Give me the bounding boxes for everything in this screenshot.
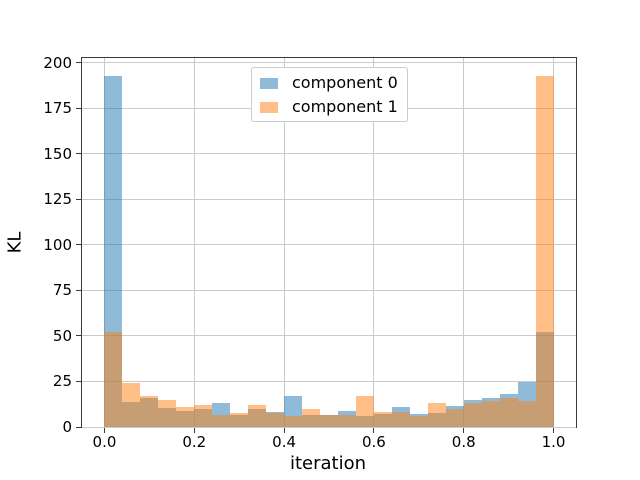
histogram-bar-component-1 xyxy=(158,399,177,427)
gridline-horizontal xyxy=(82,335,576,337)
histogram-bar-component-1 xyxy=(445,408,464,427)
y-tick-mark xyxy=(76,244,81,246)
y-tick-mark xyxy=(76,380,81,382)
gridline-horizontal xyxy=(82,153,576,155)
gridline-vertical xyxy=(553,58,555,427)
x-tick-label: 0.4 xyxy=(272,433,297,451)
gridline-vertical xyxy=(373,58,375,427)
histogram-bar-component-1 xyxy=(266,413,285,427)
y-tick-label: 200 xyxy=(43,53,72,72)
x-tick-mark xyxy=(463,428,465,433)
y-tick-mark xyxy=(76,289,81,291)
y-tick-label: 100 xyxy=(43,235,72,254)
y-tick-mark xyxy=(76,153,81,155)
gridline-vertical xyxy=(193,58,195,427)
histogram-bar-component-1 xyxy=(499,397,518,427)
histogram-bar-component-1 xyxy=(248,405,267,427)
histogram-bar-component-1 xyxy=(517,400,536,427)
legend: component 0 component 1 xyxy=(251,67,408,122)
y-tick-mark xyxy=(76,107,81,109)
histogram-bar-component-1 xyxy=(212,415,231,427)
histogram-bar-component-1 xyxy=(373,412,392,427)
legend-item-component-0: component 0 xyxy=(260,71,407,95)
histogram-bar-component-1 xyxy=(122,383,141,427)
gridline-horizontal xyxy=(82,289,576,291)
histogram-bar-component-1 xyxy=(355,396,374,427)
y-tick-label: 150 xyxy=(43,144,72,163)
y-tick-label: 50 xyxy=(52,326,72,345)
x-tick-label: 0.6 xyxy=(361,433,386,451)
histogram-bar-component-1 xyxy=(391,412,410,427)
x-tick-mark xyxy=(553,428,555,433)
histogram-bar-component-1 xyxy=(230,413,249,427)
x-tick-mark xyxy=(193,428,195,433)
x-tick-mark xyxy=(373,428,375,433)
y-tick-mark xyxy=(76,198,81,200)
histogram-bar-component-1 xyxy=(284,416,303,427)
y-tick-mark xyxy=(76,62,81,64)
y-axis-label: KL xyxy=(4,231,26,254)
x-tick-label: 0.8 xyxy=(451,433,476,451)
x-tick-label: 0.0 xyxy=(92,433,117,451)
histogram-bar-component-1 xyxy=(481,400,500,427)
histogram-bar-component-1 xyxy=(535,75,554,427)
x-tick-mark xyxy=(283,428,285,433)
y-tick-mark xyxy=(76,335,81,337)
x-tick-label: 0.2 xyxy=(182,433,207,451)
histogram-bar-component-1 xyxy=(337,415,356,427)
histogram-bar-component-1 xyxy=(409,416,428,427)
gridline-vertical xyxy=(463,58,465,427)
y-tick-label: 125 xyxy=(43,190,72,209)
histogram-bar-component-1 xyxy=(463,403,482,427)
gridline-horizontal xyxy=(82,244,576,246)
gridline-horizontal xyxy=(82,426,576,428)
histogram-bar-component-1 xyxy=(176,406,195,427)
legend-label-component-0: component 0 xyxy=(292,73,398,92)
y-tick-label: 75 xyxy=(52,281,72,300)
histogram-bar-component-1 xyxy=(302,408,320,427)
legend-swatch-component-1 xyxy=(260,101,278,113)
gridline-horizontal xyxy=(82,62,576,64)
legend-item-component-1: component 1 xyxy=(260,95,407,119)
x-tick-mark xyxy=(103,428,105,433)
histogram-bar-component-1 xyxy=(427,403,446,427)
y-tick-label: 175 xyxy=(43,99,72,118)
gridline-horizontal xyxy=(82,198,576,200)
y-tick-label: 25 xyxy=(52,372,72,391)
x-axis-label: iteration xyxy=(289,453,367,474)
histogram-bar-component-1 xyxy=(194,405,213,427)
legend-swatch-component-0 xyxy=(260,77,278,89)
y-tick-mark xyxy=(76,426,81,428)
y-tick-label: 0 xyxy=(62,418,72,436)
x-tick-label: 1.0 xyxy=(541,433,566,451)
histogram-bar-component-1 xyxy=(140,396,159,427)
legend-label-component-1: component 1 xyxy=(292,97,398,116)
histogram-bar-component-1 xyxy=(104,332,123,427)
gridline-horizontal xyxy=(82,380,576,382)
gridline-vertical xyxy=(283,58,285,427)
histogram-bar-component-1 xyxy=(320,415,338,427)
